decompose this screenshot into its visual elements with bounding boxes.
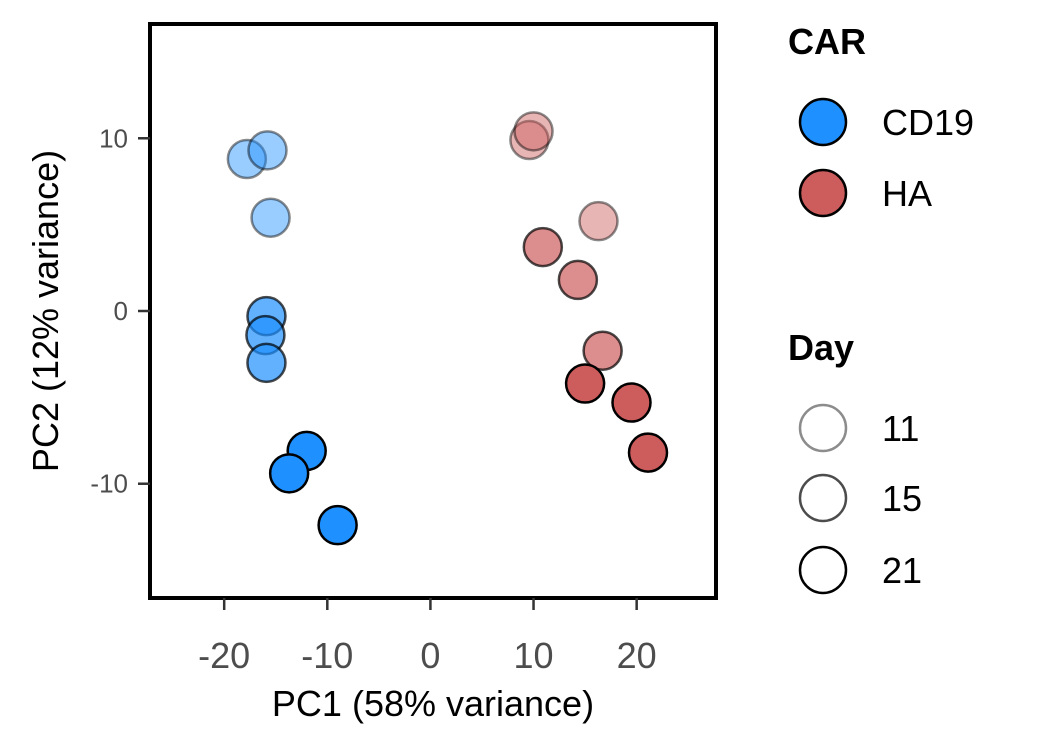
points-layer (226, 111, 669, 546)
y-axis-title: PC2 (12% variance) (25, 150, 66, 472)
legend-label: CD19 (882, 102, 974, 143)
data-point (509, 119, 550, 161)
data-point (627, 432, 669, 473)
data-point (522, 226, 564, 268)
data-point (582, 330, 623, 371)
data-point (578, 200, 619, 242)
data-point (611, 382, 652, 423)
y-tick-label: -10 (90, 469, 128, 499)
legend-label: 11 (882, 408, 919, 449)
legend-label: HA (882, 173, 932, 214)
x-axis: -20 -10 0 10 20 (198, 598, 657, 676)
data-point (246, 342, 287, 384)
legend-label: 15 (882, 478, 922, 519)
data-point (268, 453, 310, 494)
data-point (250, 197, 291, 238)
legend-title: Day (788, 327, 854, 368)
y-tick-label: 10 (99, 123, 128, 153)
x-axis-title: PC1 (58% variance) (272, 683, 594, 724)
legend-key (798, 473, 848, 523)
x-tick-label: 0 (420, 635, 440, 676)
legend-key (798, 97, 848, 147)
data-point (513, 111, 554, 152)
legend-key (798, 168, 848, 218)
legend-label: 21 (882, 550, 922, 591)
data-point (557, 259, 599, 301)
data-point (317, 504, 358, 546)
y-tick-label: 0 (114, 296, 128, 326)
y-axis: 10 0 -10 (90, 123, 150, 499)
legend-key (798, 403, 848, 453)
plot-panel (148, 22, 718, 600)
x-tick-label: -20 (198, 635, 250, 676)
data-point (226, 138, 268, 180)
x-tick-label: -10 (301, 635, 353, 676)
x-tick-label: 20 (617, 635, 657, 676)
x-tick-label: 10 (514, 635, 554, 676)
data-point (564, 363, 606, 404)
legend-key (798, 545, 848, 595)
data-point (247, 130, 288, 171)
legend: CAR CD19 HA Day 11 15 21 (788, 21, 974, 595)
legend-title: CAR (788, 21, 866, 62)
